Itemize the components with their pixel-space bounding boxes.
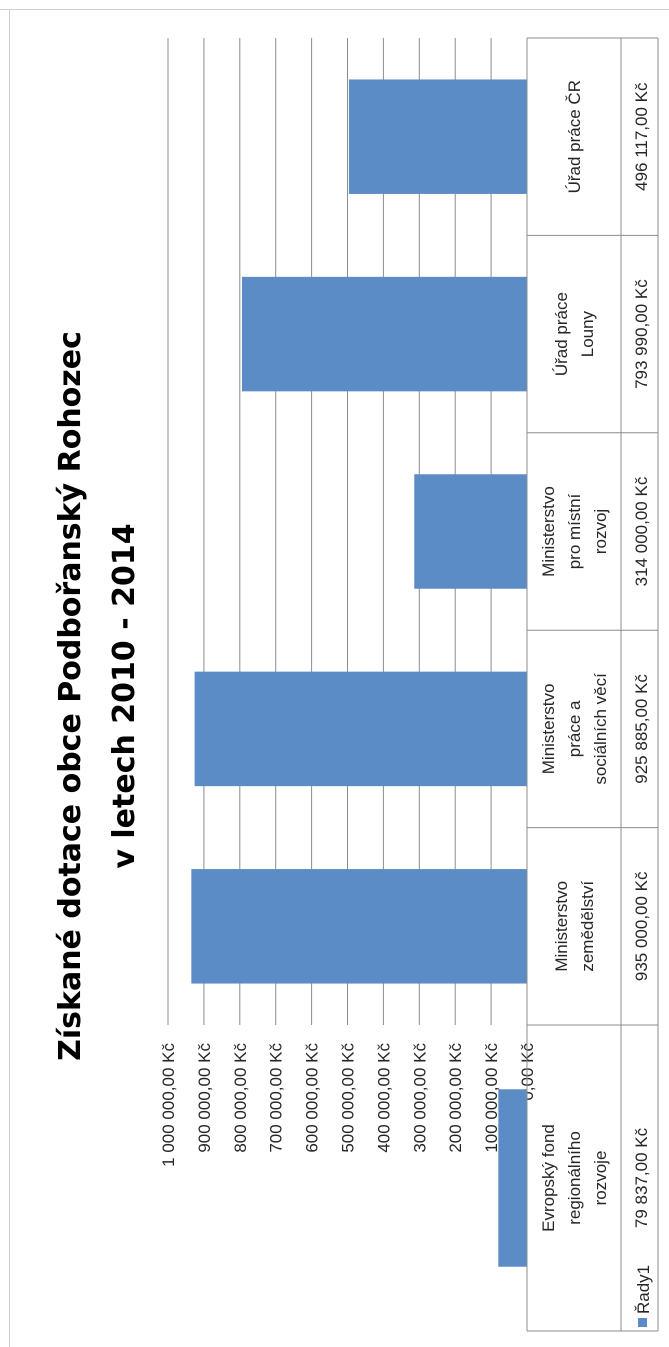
y-tick-label: 100 000,00 Kč xyxy=(482,1043,501,1153)
bar xyxy=(241,276,528,392)
category-label: pro místní xyxy=(565,493,584,569)
category-label: Ministerstvo xyxy=(539,486,558,577)
category-label: rozvoj xyxy=(591,509,610,554)
data-label: 935 000,00 Kč xyxy=(632,871,651,981)
category-label: Evropský fond xyxy=(539,1124,558,1232)
category-label: regionálního xyxy=(565,1131,584,1225)
bar xyxy=(348,79,527,194)
data-label: 793 990,00 Kč xyxy=(632,279,651,389)
category-label: zemědělství xyxy=(578,881,597,972)
bar xyxy=(191,869,527,984)
category-label: Úřad práce ČR xyxy=(565,80,584,193)
chart-title-line-1: Získané dotace obce Podbořanský Rohozec xyxy=(53,331,88,1061)
bars xyxy=(191,79,528,1267)
bar xyxy=(498,1089,527,1267)
category-label: Ministerstvo xyxy=(539,684,558,775)
chart-title: Získané dotace obce Podbořanský Rohozec … xyxy=(53,331,142,1061)
category-label: rozvoje xyxy=(591,1151,610,1206)
bar xyxy=(414,474,527,589)
bar xyxy=(194,671,527,787)
y-tick-label: 900 000,00 Kč xyxy=(195,1043,214,1153)
category-label: práce a xyxy=(565,700,584,757)
y-tick-label: 200 000,00 Kč xyxy=(446,1043,465,1153)
category-label: sociálních věcí xyxy=(591,673,610,785)
category-label: Úřad práce xyxy=(552,292,571,376)
y-tick-label: 800 000,00 Kč xyxy=(231,1043,250,1153)
y-tick-label: 500 000,00 Kč xyxy=(339,1043,358,1153)
data-label: 925 885,00 Kč xyxy=(632,674,651,784)
category-label: Louny xyxy=(578,310,597,357)
data-label: 496 117,00 Kč xyxy=(632,82,651,191)
y-tick-label: 300 000,00 Kč xyxy=(410,1043,429,1153)
page-edge-top xyxy=(0,9,669,10)
y-tick-label: 400 000,00 Kč xyxy=(374,1043,393,1153)
y-tick-label: 600 000,00 Kč xyxy=(303,1043,322,1153)
category-label: Ministerstvo xyxy=(552,881,571,972)
y-tick-label: 700 000,00 Kč xyxy=(267,1043,286,1153)
data-table: Evropský fond regionálního rozvoje 79 837,0… xyxy=(526,37,659,1332)
data-label: 79 837,00 Kč xyxy=(632,1127,651,1228)
series-name: Řady1 xyxy=(634,1265,653,1314)
legend-swatch xyxy=(638,1318,647,1327)
chart-title-line-2: v letech 2010 - 2014 xyxy=(107,523,142,868)
data-label: 314 000,00 Kč xyxy=(632,476,651,586)
page-edge-left xyxy=(9,9,10,1347)
y-tick-label: 1 000 000,00 Kč xyxy=(159,1043,178,1167)
